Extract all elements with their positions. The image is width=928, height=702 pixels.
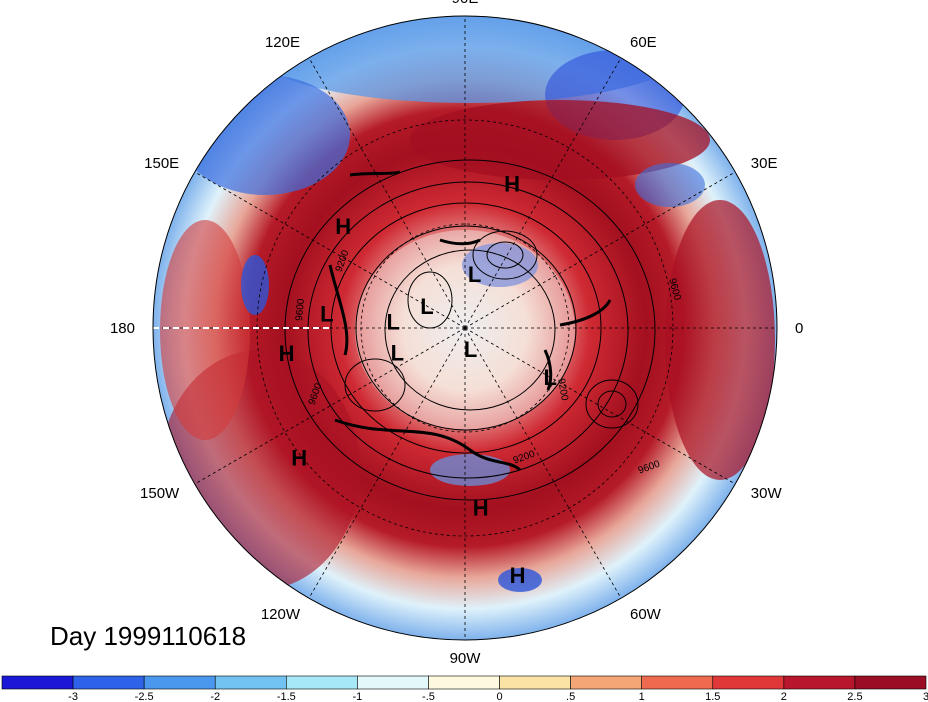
latitude-circle xyxy=(256,119,674,537)
lon-label-150E: 150E xyxy=(144,155,179,172)
meridian-150W xyxy=(194,327,466,485)
colorbar-swatch xyxy=(143,675,216,690)
jet-streak xyxy=(559,299,612,327)
height-contour xyxy=(284,159,656,501)
high-pressure-label: H xyxy=(473,495,489,520)
lon-label-60E: 60E xyxy=(630,34,657,51)
jet-streak xyxy=(334,418,522,472)
colorbar-tick-label: 2.5 xyxy=(847,691,862,702)
meridian-60E xyxy=(464,57,622,329)
high-pressure-label: H xyxy=(335,214,351,239)
low-pressure-label: L xyxy=(464,337,477,362)
cold-anomaly-northwest xyxy=(180,75,350,195)
colorbar-tick-label: -1.5 xyxy=(277,691,296,702)
warm-band-west xyxy=(160,220,250,440)
jet-streak xyxy=(349,170,401,177)
colorbar-swatch xyxy=(570,675,642,690)
colorbar-tick-label: 0 xyxy=(496,691,502,702)
height-contour xyxy=(307,181,629,479)
meridian-30W xyxy=(464,327,736,485)
low-pressure-label: L xyxy=(387,310,400,335)
lon-label-120E: 120E xyxy=(265,34,300,51)
colorbar-swatch xyxy=(286,675,358,690)
contour-label: 9600 xyxy=(294,298,307,322)
cold-anomaly-southeast xyxy=(635,163,705,207)
cold-anomaly-west xyxy=(241,255,269,315)
jet-streak xyxy=(439,238,481,246)
colorbar-swatch xyxy=(854,675,927,690)
colorbar-tick-label: -2 xyxy=(210,691,220,702)
cold-anomaly-central xyxy=(462,243,538,287)
colorbar-tick-label: 1 xyxy=(639,691,645,702)
meridian-30E xyxy=(464,171,736,329)
colorbar-swatch xyxy=(641,675,714,690)
low-pressure-label: L xyxy=(543,365,556,390)
colorbar-swatch xyxy=(214,675,287,690)
colorbar-tick-label: -.5 xyxy=(422,691,435,702)
meridian-150E xyxy=(194,171,466,329)
low-pressure-label: L xyxy=(420,294,433,319)
lon-label-30E: 30E xyxy=(751,155,778,172)
height-contour xyxy=(330,202,602,454)
height-contour xyxy=(585,379,639,429)
colorbar-swatch xyxy=(357,675,429,690)
map-border xyxy=(152,15,778,641)
colorbar-swatch xyxy=(72,675,145,690)
colorbar-tick-label: 2 xyxy=(781,691,787,702)
meridian-120W xyxy=(308,327,466,599)
lon-label-60W: 60W xyxy=(630,606,662,623)
lon-label-180: 180 xyxy=(110,320,135,337)
cold-anomaly-south-central xyxy=(430,454,510,486)
colorbar-swatch xyxy=(428,675,500,690)
colorbar-tick-label: -2.5 xyxy=(135,691,154,702)
cold-anomaly-south xyxy=(498,568,542,592)
height-contour xyxy=(355,225,577,431)
day-label: Day 1999110618 xyxy=(50,621,246,651)
jet-contours xyxy=(328,170,612,472)
height-contours xyxy=(284,159,656,501)
lon-label-90W: 90W xyxy=(450,650,482,667)
meridian-60W xyxy=(464,327,622,599)
height-contour xyxy=(486,241,524,269)
colorbar-swatch xyxy=(783,675,856,690)
colorbar-tick-label: -1 xyxy=(352,691,362,702)
jet-streak xyxy=(328,264,349,356)
colorbar-tick-label: 3 xyxy=(923,691,928,702)
high-pressure-label: H xyxy=(504,171,520,196)
colorbar-swatch xyxy=(712,675,785,690)
height-contour xyxy=(472,230,538,280)
low-pressure-label: L xyxy=(391,341,404,366)
lon-label-120W: 120W xyxy=(261,606,301,623)
colorbar-swatch xyxy=(499,675,571,690)
high-pressure-label: H xyxy=(510,563,526,588)
lon-label-150W: 150W xyxy=(140,485,180,502)
lon-label-30W: 30W xyxy=(751,485,783,502)
height-contour xyxy=(597,390,627,418)
jet-streak xyxy=(543,349,553,391)
colorbar-swatch xyxy=(1,675,74,690)
high-pressure-label: H xyxy=(291,446,307,471)
high-pressure-label: H xyxy=(279,341,295,366)
contour-label: 9200 xyxy=(555,378,570,402)
colorbar-tick-label: -3 xyxy=(68,691,78,702)
low-pressure-label: L xyxy=(320,301,333,326)
low-pressure-label: L xyxy=(468,262,481,287)
warm-band-east xyxy=(665,200,775,480)
height-contour xyxy=(384,249,556,411)
colorbar: -3 -2.5 -2 -1.5 -1 -.5 0 .5 1 1.5 2 2.5 3 xyxy=(1,675,928,702)
height-contour xyxy=(344,358,406,412)
warm-band-north xyxy=(410,100,710,180)
meridian-120E xyxy=(308,57,466,329)
meridians xyxy=(153,16,777,640)
colorbar-tick-label: 1.5 xyxy=(705,691,720,702)
lon-label-90E: 90E xyxy=(452,0,479,7)
lon-label-0: 0 xyxy=(795,320,803,337)
longitude-labels: 90E 60E 30E 0 30W 60W 90W 120W 150W 180 150E 120E xyxy=(110,0,803,667)
colorbar-tick-label: .5 xyxy=(566,691,575,702)
height-contour xyxy=(407,271,453,329)
